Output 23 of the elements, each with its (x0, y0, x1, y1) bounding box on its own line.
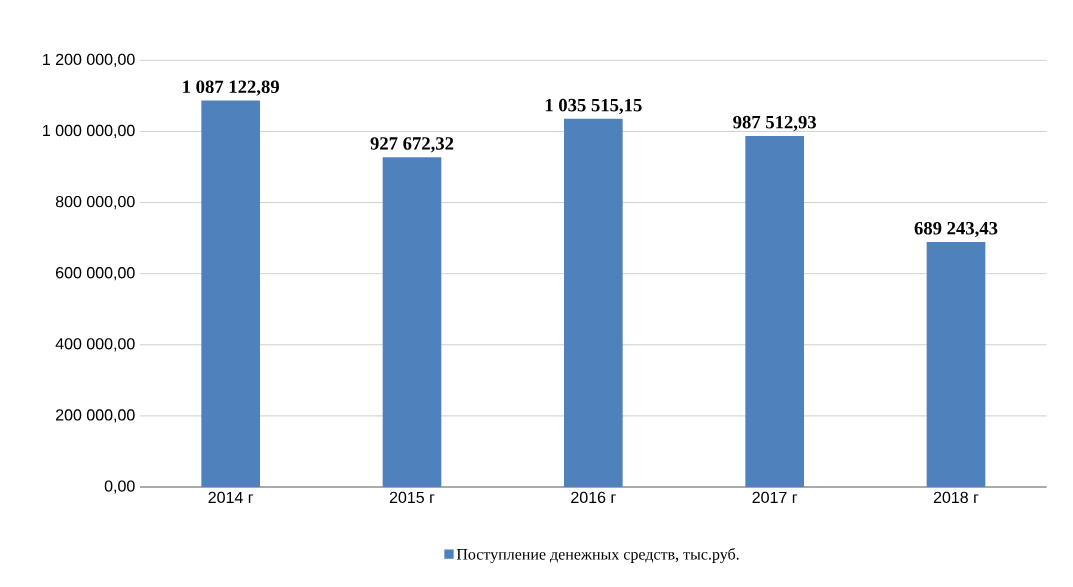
y-tick-label: 1 000 000,00 (43, 124, 135, 139)
bar (564, 118, 623, 487)
x-tick-label: 2014 г (208, 491, 254, 504)
x-tick-label: 2018 г (933, 491, 979, 504)
y-tick-label: 800 000,00 (55, 195, 135, 210)
y-tick-label: 200 000,00 (56, 409, 135, 423)
data-label: 1 087 122,89 (183, 80, 279, 96)
bar (382, 157, 442, 487)
data-label: 927 672,32 (370, 137, 454, 153)
x-tick-label: 2016 г (571, 491, 616, 504)
bar (745, 135, 804, 487)
y-tick-label: 400 000,00 (55, 338, 135, 352)
x-tick-label: 2015 г (389, 491, 435, 504)
bar (926, 241, 986, 487)
data-label: 987 512,93 (733, 115, 817, 132)
bar (201, 100, 260, 487)
y-tick-label: 0,00 (104, 480, 135, 494)
legend-label: Поступление денежных средств, тыс.руб. (456, 548, 739, 563)
x-tick-label: 2017 г (752, 491, 798, 504)
y-tick-label: 600 000,00 (56, 267, 135, 281)
y-tick-label: 1 200 000,00 (43, 53, 135, 67)
data-label: 689 243,43 (914, 221, 998, 238)
data-label: 1 035 515,15 (545, 98, 642, 115)
